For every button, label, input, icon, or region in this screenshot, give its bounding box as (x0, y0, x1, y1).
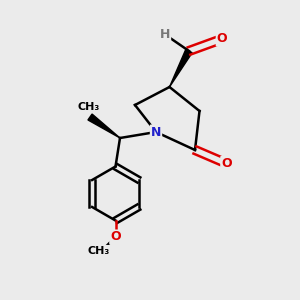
Text: O: O (217, 32, 227, 46)
Text: CH₃: CH₃ (88, 245, 110, 256)
Text: N: N (151, 125, 161, 139)
Text: O: O (110, 230, 121, 244)
Polygon shape (88, 114, 120, 138)
Text: O: O (221, 157, 232, 170)
Text: H: H (160, 28, 170, 41)
Text: CH₃: CH₃ (77, 101, 100, 112)
Polygon shape (169, 49, 192, 87)
